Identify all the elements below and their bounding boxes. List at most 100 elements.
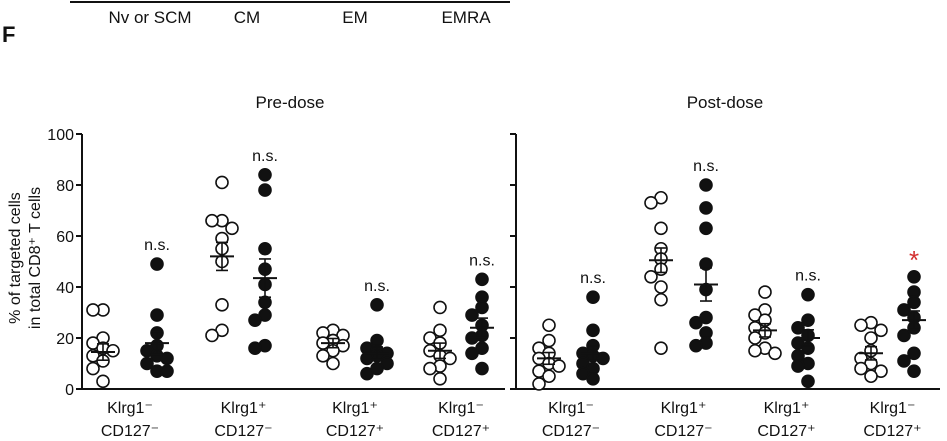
point-p0-s1-c1-9 [248, 341, 262, 356]
category-labels: Klrg1⁻ CD127⁻ Klrg1⁺ CD127⁻ Klrg1⁺ CD127⁺ Klrg… [101, 148, 922, 440]
point-p1-s0-c0-9 [532, 377, 546, 391]
ytick-label-0: 0 [65, 382, 74, 399]
sig-label-p1-c1: n.s. [693, 158, 719, 175]
point-p1-s1-c0-0 [586, 290, 600, 305]
point-p0-s0-c2-8 [316, 349, 330, 363]
point-p0-s1-c1-7 [248, 313, 262, 327]
point-p0-s1-c3-3 [465, 308, 479, 322]
top-strip-label-cm: CM [234, 8, 260, 27]
sig-label-p1-c2: n.s. [795, 268, 821, 285]
xlabel-p0-c2-line2: CD127⁺ [326, 423, 384, 440]
xlabel-p1-c3-line1: Klrg1⁻ [870, 400, 916, 417]
point-p0-s0-c1-2 [205, 213, 219, 228]
point-p0-s1-c1-1 [258, 183, 272, 197]
point-p1-s0-c0-8 [542, 369, 556, 384]
panel-letter: F [2, 22, 15, 47]
point-p0-s1-c3-8 [465, 346, 479, 361]
point-p0-s1-c1-2 [258, 241, 272, 256]
point-p1-s1-c2-9 [801, 374, 815, 389]
ytick-label-60: 60 [56, 229, 74, 246]
point-p0-s1-c2-0 [370, 298, 384, 312]
xlabel-p0-c2-line1: Klrg1⁺ [332, 400, 378, 417]
ytick-label-100: 100 [47, 127, 74, 144]
xlabel-p0-c1-line1: Klrg1⁺ [221, 400, 267, 417]
point-p1-s1-c0-9 [586, 371, 600, 386]
point-p1-s1-c1-0 [699, 178, 713, 192]
point-p1-s0-c3-9 [864, 369, 878, 384]
ytick-label-80: 80 [56, 178, 74, 195]
point-p0-s0-c0-8 [86, 361, 100, 376]
point-p1-s0-c1-1 [644, 196, 658, 210]
xlabel-p1-c2-line1: Klrg1⁺ [764, 400, 810, 417]
point-p1-s1-c1-6 [689, 315, 703, 330]
point-p0-s0-c3-0 [433, 300, 447, 315]
xlabel-p1-c0-line1: Klrg1⁻ [548, 400, 594, 417]
xlabel-p1-c1-line1: Klrg1⁺ [661, 400, 707, 417]
y-axis-label-line2: in total CD8⁺ T cells [27, 187, 44, 329]
point-p1-s1-c0-1 [586, 323, 600, 338]
sig-label-p0-c1: n.s. [252, 148, 278, 165]
y-axis-label-line1: % of targeted cells [7, 192, 24, 324]
top-strip: Nv or SCM CM EM EMRA [70, 1, 510, 27]
xlabel-p0-c0-line1: Klrg1⁻ [107, 400, 153, 417]
point-p0-s0-c0-5 [106, 343, 120, 358]
y-ticks: 0 20 40 60 80 100 [47, 127, 516, 399]
point-p0-s1-c2-9 [360, 366, 374, 381]
point-p1-s1-c3-2 [907, 295, 921, 310]
point-p0-s0-c1-7 [215, 298, 229, 312]
point-p1-s0-c2-6 [748, 331, 762, 345]
panel-title-pre: Pre-dose [256, 93, 325, 112]
point-p1-s1-c2-2 [791, 320, 805, 335]
point-p1-s1-c1-9 [689, 338, 703, 353]
point-p1-s1-c2-0 [801, 287, 815, 302]
xlabel-p0-c3-line2: CD127⁺ [432, 423, 490, 440]
point-p0-s0-c3-9 [433, 371, 447, 386]
xlabel-p1-c2-line2: CD127⁺ [757, 423, 815, 440]
point-p0-s0-c3-8 [423, 361, 437, 376]
point-p1-s1-c3-7 [907, 346, 921, 361]
sig-label-p0-c3: n.s. [469, 252, 495, 269]
point-p0-s1-c1-0 [258, 168, 272, 182]
ytick-label-20: 20 [56, 331, 74, 348]
xlabel-p1-c1-line2: CD127⁻ [654, 423, 712, 440]
point-p0-s0-c0-1 [86, 303, 100, 317]
point-p0-s0-c1-0 [215, 175, 229, 190]
point-p1-s1-c3-8 [897, 354, 911, 368]
point-p1-s1-c3-6 [897, 328, 911, 343]
xlabel-p1-c0-line2: CD127⁻ [542, 423, 600, 440]
xlabel-p1-c3-line2: CD127⁺ [863, 423, 921, 440]
point-p0-s1-c0-7 [140, 356, 154, 371]
point-p1-s1-c3-3 [897, 303, 911, 317]
ytick-label-40: 40 [56, 280, 74, 297]
point-p1-s0-c1-8 [654, 292, 668, 307]
sig-label-p1-c3: * [909, 245, 919, 275]
top-strip-label-em: EM [342, 8, 368, 27]
point-p1-s0-c0-6 [552, 359, 566, 373]
point-p0-s0-c1-9 [205, 328, 219, 343]
point-p1-s0-c3-2 [874, 323, 888, 338]
point-p1-s0-c1-7 [654, 280, 668, 294]
point-p0-s0-c2-9 [326, 356, 340, 371]
point-p1-s0-c1-6 [644, 269, 658, 284]
point-p1-s1-c1-2 [699, 221, 713, 236]
point-p0-s1-c3-0 [475, 272, 489, 287]
point-p0-s1-c1-5 [258, 295, 272, 310]
point-p1-s0-c1-2 [654, 221, 668, 236]
top-strip-label-nv: Nv or SCM [108, 8, 191, 27]
data-marks [86, 168, 926, 391]
point-p1-s0-c3-3 [864, 331, 878, 345]
point-p1-s1-c2-8 [791, 359, 805, 373]
sig-label-p0-c0: n.s. [144, 237, 170, 254]
point-p1-s0-c2-8 [748, 343, 762, 358]
sig-label-p0-c2: n.s. [364, 278, 390, 295]
point-p0-s0-c0-9 [96, 374, 110, 389]
panel-title-post: Post-dose [687, 93, 764, 112]
point-p0-s0-c1-3 [225, 221, 239, 236]
point-p1-s1-c3-9 [907, 364, 921, 378]
point-p1-s1-c2-1 [801, 313, 815, 327]
point-p1-s0-c3-7 [854, 361, 868, 376]
point-p1-s0-c3-1 [854, 318, 868, 333]
point-p1-s1-c3-0 [907, 269, 921, 284]
xlabel-p0-c1-line2: CD127⁻ [214, 423, 272, 440]
point-p0-s1-c0-1 [150, 308, 164, 322]
